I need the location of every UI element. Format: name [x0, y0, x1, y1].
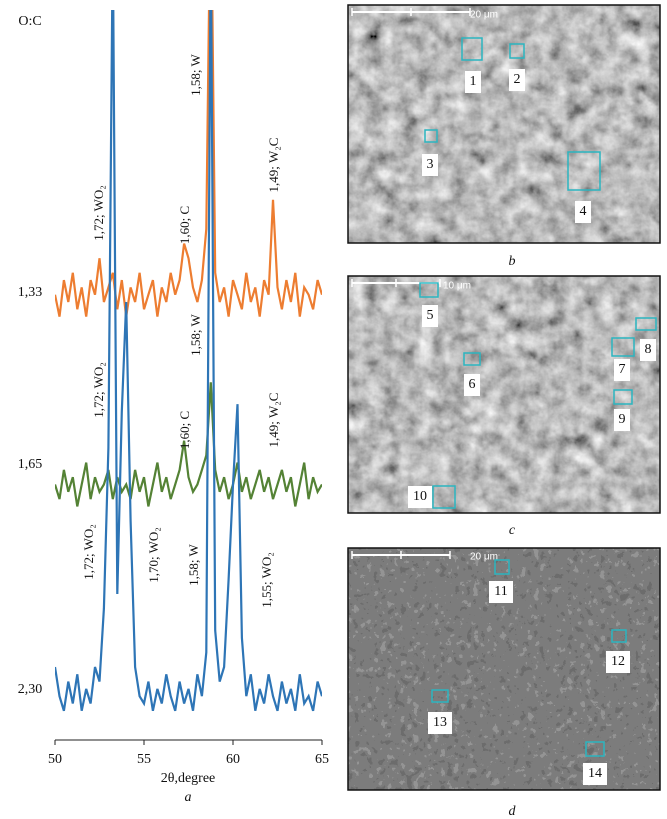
region-label-bg: [509, 69, 525, 91]
analysis-region: [567, 151, 601, 191]
region-label-bg: [408, 486, 432, 508]
region-label: 6: [469, 377, 476, 392]
region-label: 12: [611, 654, 625, 669]
peak-annotation: 1,58; W: [188, 313, 203, 355]
panel-letter: c: [509, 523, 516, 538]
analysis-region: [463, 352, 481, 366]
analysis-region: [419, 282, 439, 298]
scale-bar-label: 20 μm: [470, 10, 498, 21]
region-label: 14: [588, 766, 602, 781]
region-label-bg: [614, 359, 630, 381]
analysis-region: [509, 43, 525, 59]
peak-annotation: 1,72; WO₂: [81, 524, 96, 580]
panel-letter: a: [185, 790, 192, 805]
analysis-region: [613, 389, 633, 405]
peak-annotation: 1,60; C: [177, 206, 192, 244]
y-label: O:C: [18, 14, 41, 29]
region-label: 11: [494, 584, 507, 599]
analysis-region: [461, 37, 483, 61]
region-label: 8: [645, 342, 652, 357]
peak-annotation: 1,72; WO₂: [91, 362, 106, 418]
region-label-bg: [489, 581, 513, 603]
analysis-region: [494, 559, 510, 575]
series-line: [55, 382, 322, 507]
sem-frame: [347, 275, 661, 514]
region-label: 7: [619, 362, 626, 377]
series-line: [55, 10, 322, 317]
analysis-region: [431, 689, 449, 703]
x-tick-label: 60: [226, 752, 240, 767]
sem-image: [348, 276, 660, 513]
analysis-region: [424, 129, 438, 143]
region-label-bg: [464, 374, 480, 396]
peak-annotation: 1,58; W: [186, 543, 201, 585]
region-label-bg: [422, 305, 438, 327]
x-tick-label: 65: [315, 752, 329, 767]
region-label: 10: [413, 489, 427, 504]
x-label: 2θ,degree: [161, 771, 216, 786]
series-label: 1,65: [18, 457, 43, 472]
region-label-bg: [575, 201, 591, 223]
sem-frame: [347, 4, 661, 244]
region-label: 5: [427, 308, 434, 323]
region-label: 3: [427, 157, 434, 172]
plot-area: [55, 10, 322, 712]
panel-letter: b: [509, 254, 516, 269]
region-label-bg: [428, 712, 452, 734]
region-label: 4: [580, 204, 587, 219]
peak-annotation: 1,55; WO₂: [259, 552, 274, 608]
sem-image: [348, 5, 660, 243]
series-label: 1,33: [18, 285, 43, 300]
region-label: 13: [433, 715, 447, 730]
peak-annotation: 1,60; C: [177, 411, 192, 449]
analysis-region: [611, 629, 627, 643]
series-label: 2,30: [18, 682, 43, 697]
peak-annotation: 1,49; W₂C: [266, 138, 281, 193]
region-label-bg: [422, 154, 438, 176]
analysis-region: [611, 337, 635, 357]
region-label-bg: [583, 763, 607, 785]
series-line: [55, 10, 322, 712]
scale-bar-label: 20 μm: [470, 552, 498, 563]
analysis-region: [432, 485, 456, 509]
region-label-bg: [640, 339, 656, 361]
peak-annotation: 1,58; W: [188, 53, 203, 95]
panel-letter: d: [509, 804, 517, 819]
analysis-region: [635, 317, 657, 331]
x-tick-label: 55: [137, 752, 151, 767]
region-label-bg: [606, 651, 630, 673]
region-label-bg: [465, 71, 481, 93]
analysis-region: [585, 741, 605, 757]
peak-annotation: 1,72; WO₂: [91, 185, 106, 241]
region-label: 1: [470, 74, 477, 89]
region-label: 9: [619, 412, 626, 427]
region-label-bg: [614, 409, 630, 431]
region-label: 2: [514, 72, 521, 87]
scale-bar-label: 10 μm: [443, 281, 471, 292]
sem-frame: [347, 547, 661, 791]
x-tick-label: 50: [48, 752, 62, 767]
peak-annotation: 1,49; W₂C: [266, 393, 281, 448]
peak-annotation: 1,70; WO₂: [146, 527, 161, 583]
